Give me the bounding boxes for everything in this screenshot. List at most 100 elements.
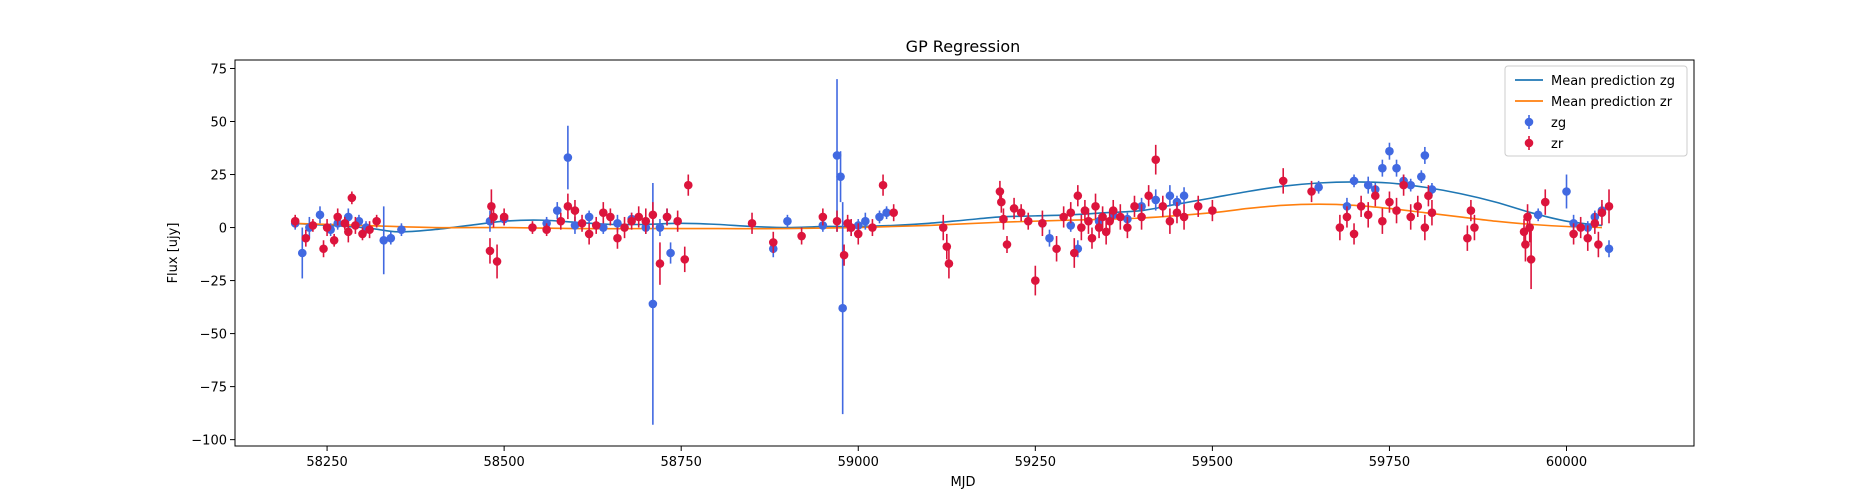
data-point-zr bbox=[1091, 202, 1100, 211]
data-point-zr bbox=[832, 216, 842, 226]
data-point-zg bbox=[297, 248, 307, 258]
data-point-zr bbox=[1540, 197, 1550, 207]
data-point-zr bbox=[673, 216, 682, 226]
data-point-zr bbox=[1526, 255, 1536, 264]
data-point-zr bbox=[1123, 223, 1132, 232]
data-point-zr bbox=[290, 216, 300, 226]
data-point-zg bbox=[552, 206, 562, 215]
data-point-zr bbox=[1406, 212, 1415, 222]
data-point-zr bbox=[1594, 240, 1603, 249]
data-point-zr bbox=[577, 219, 587, 228]
data-point-zr bbox=[584, 229, 594, 239]
data-point-zr bbox=[591, 221, 601, 230]
data-point-zg bbox=[666, 248, 675, 258]
data-point-zr bbox=[308, 221, 318, 230]
data-point-zg bbox=[1420, 151, 1430, 160]
data-point-zr bbox=[340, 219, 350, 228]
data-point-zr bbox=[487, 202, 496, 211]
line-mean-prediction-zg bbox=[291, 181, 1603, 233]
data-point-zr bbox=[598, 208, 608, 218]
data-point-zg bbox=[836, 172, 845, 181]
data-point-zr bbox=[1144, 191, 1153, 201]
y-tick-label: 75 bbox=[210, 62, 227, 77]
data-point-zr bbox=[319, 244, 328, 254]
data-point-zg bbox=[1151, 195, 1161, 205]
data-point-zr bbox=[1073, 191, 1083, 201]
data-point-zg bbox=[1406, 180, 1415, 190]
legend-marker-swatch bbox=[1524, 117, 1534, 127]
data-point-zr bbox=[1597, 208, 1607, 218]
y-tick-label: −100 bbox=[191, 434, 227, 449]
data-point-zr bbox=[1130, 202, 1139, 211]
data-point-zr bbox=[747, 219, 757, 228]
x-tick-label: 58750 bbox=[661, 455, 702, 470]
data-point-zr bbox=[1463, 233, 1472, 243]
y-tick-label: −50 bbox=[200, 328, 227, 343]
y-tick-label: 25 bbox=[210, 169, 227, 184]
data-point-zr bbox=[372, 216, 381, 226]
legend-marker-swatch bbox=[1524, 138, 1534, 148]
x-tick-label: 58500 bbox=[483, 455, 524, 470]
data-point-zr bbox=[889, 208, 898, 218]
data-point-zr bbox=[662, 212, 672, 222]
data-point-zr bbox=[1137, 212, 1146, 222]
data-point-zr bbox=[1098, 212, 1107, 222]
data-point-zr bbox=[1023, 216, 1033, 226]
data-point-zr bbox=[1108, 206, 1118, 215]
data-point-zr bbox=[1208, 206, 1217, 215]
data-point-zr bbox=[1378, 216, 1387, 226]
data-point-zr bbox=[1521, 240, 1530, 249]
data-point-zr bbox=[1307, 187, 1316, 196]
data-point-zr bbox=[627, 216, 636, 226]
data-point-zr bbox=[1420, 223, 1430, 232]
legend-box bbox=[1504, 65, 1688, 157]
data-points bbox=[290, 79, 1614, 425]
data-point-zr bbox=[301, 233, 311, 243]
data-point-zr bbox=[1009, 204, 1019, 213]
data-point-zr bbox=[1278, 176, 1288, 186]
data-point-zr bbox=[492, 257, 502, 266]
data-point-zr bbox=[634, 212, 644, 222]
legend-label: zg bbox=[1551, 116, 1566, 131]
data-point-zg bbox=[832, 151, 842, 160]
data-point-zr bbox=[358, 229, 367, 239]
data-point-zr bbox=[1399, 180, 1408, 190]
data-point-zr bbox=[333, 212, 342, 222]
data-point-zr bbox=[1523, 212, 1532, 222]
data-point-zr bbox=[641, 216, 651, 226]
data-point-zr bbox=[1101, 227, 1111, 237]
data-point-zr bbox=[322, 223, 332, 232]
data-point-zg bbox=[584, 212, 594, 222]
data-point-zr bbox=[938, 223, 948, 232]
data-point-zg bbox=[1392, 163, 1401, 173]
data-point-zr bbox=[489, 212, 498, 222]
data-point-zg bbox=[1427, 185, 1437, 194]
data-point-zg bbox=[344, 212, 353, 222]
x-tick-label: 59250 bbox=[1015, 455, 1056, 470]
data-point-zr bbox=[1569, 229, 1578, 239]
data-point-zr bbox=[1413, 202, 1423, 211]
data-point-zr bbox=[1356, 202, 1366, 211]
data-point-zr bbox=[329, 235, 339, 245]
data-point-zr bbox=[1059, 212, 1068, 222]
data-point-zr bbox=[680, 255, 690, 264]
y-axis-label: Flux [ujy] bbox=[166, 223, 181, 284]
legend-label: Mean prediction zr bbox=[1551, 95, 1673, 110]
data-point-zg bbox=[1066, 221, 1076, 230]
data-point-zr bbox=[1576, 223, 1585, 232]
data-point-zr bbox=[1583, 233, 1593, 243]
data-point-zr bbox=[620, 223, 629, 232]
data-point-zg bbox=[613, 219, 622, 228]
data-point-zr bbox=[1172, 208, 1182, 218]
data-point-zr bbox=[648, 210, 658, 220]
data-point-zr bbox=[1370, 191, 1380, 201]
data-point-zr bbox=[1052, 244, 1061, 254]
data-point-zr bbox=[944, 259, 954, 268]
data-point-zg bbox=[1363, 180, 1373, 190]
x-tick-label: 59500 bbox=[1192, 455, 1233, 470]
data-point-zr bbox=[485, 246, 495, 256]
data-point-zg bbox=[570, 221, 580, 230]
data-point-zg bbox=[1314, 182, 1323, 192]
data-point-zg bbox=[838, 303, 847, 313]
